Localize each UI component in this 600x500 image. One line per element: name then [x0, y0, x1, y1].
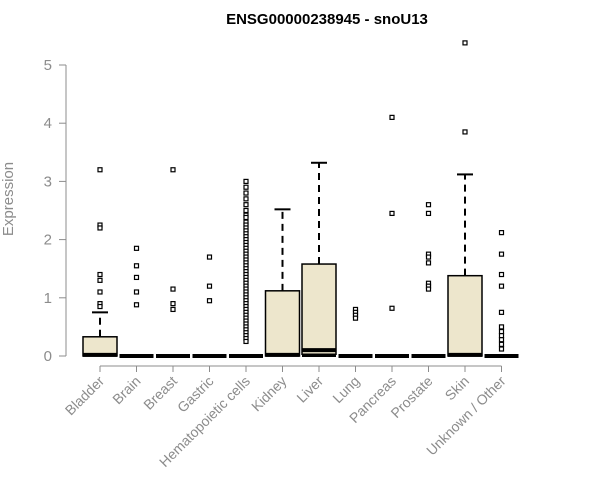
outlier-point — [243, 338, 249, 345]
outlier-point — [133, 274, 140, 281]
y-tick-label: 4 — [44, 115, 52, 132]
outlier-point — [425, 210, 432, 217]
outlier-point — [206, 283, 213, 289]
y-axis-label: Expression — [0, 162, 17, 236]
outlier-point — [462, 129, 468, 135]
box-brain — [119, 245, 154, 358]
outlier-point — [389, 114, 395, 120]
y-axis: 0 1 2 3 4 5 — [44, 57, 67, 365]
box-unknown-other — [484, 230, 519, 358]
outlier-point — [425, 260, 432, 266]
outlier-point — [498, 283, 505, 289]
outlier-point — [97, 277, 103, 283]
y-tick-label: 3 — [44, 173, 52, 190]
outlier-point — [243, 190, 249, 196]
box-prostate — [411, 202, 446, 358]
x-tick-label: Kidney — [248, 373, 290, 415]
outlier-point — [498, 309, 505, 315]
outlier-point — [243, 184, 249, 190]
outlier-point — [97, 289, 103, 295]
outlier-point — [243, 207, 249, 214]
outlier-point — [206, 254, 213, 260]
chart-title: ENSG00000238945 - snoU13 — [226, 11, 428, 28]
outlier-point — [170, 301, 176, 307]
outlier-point — [498, 337, 505, 343]
box-hematopoietic-cells — [229, 178, 263, 358]
outlier-point — [425, 254, 432, 260]
box-liver — [301, 161, 337, 357]
outlier-point — [97, 225, 103, 231]
outlier-point — [498, 251, 505, 257]
outlier-point — [97, 271, 103, 278]
outlier-point — [133, 302, 140, 308]
outlier-point — [498, 346, 505, 352]
outlier-point — [243, 202, 249, 208]
outlier-point — [498, 230, 505, 236]
y-tick-label: 0 — [44, 348, 52, 365]
box-skin — [447, 40, 483, 357]
outlier-point — [425, 286, 432, 292]
outlier-point — [243, 178, 249, 184]
outlier-point — [97, 167, 103, 173]
x-tick-label: Brain — [109, 373, 143, 407]
outlier-point — [170, 286, 176, 292]
y-tick-label: 1 — [44, 290, 52, 307]
outlier-point — [498, 271, 505, 278]
x-tick-label: Bladder — [62, 373, 108, 419]
outlier-point — [97, 303, 103, 310]
box-breast — [156, 167, 190, 358]
box-rect — [264, 290, 301, 357]
outlier-point — [243, 214, 249, 221]
x-tick-label: Liver — [293, 373, 326, 406]
box-lung — [338, 306, 373, 358]
outlier-point — [133, 289, 140, 295]
box-rect — [301, 263, 337, 356]
y-tick-label: 2 — [44, 232, 52, 249]
outlier-point — [133, 245, 140, 251]
box-kidney — [264, 208, 301, 357]
outlier-point — [206, 298, 213, 304]
outlier-point — [389, 210, 395, 217]
outlier-point — [498, 341, 505, 347]
outlier-point — [498, 324, 505, 330]
outlier-point — [170, 167, 176, 173]
outlier-point — [498, 333, 505, 339]
outlier-point — [170, 306, 176, 313]
box-bladder — [82, 167, 118, 357]
box-pancreas — [375, 114, 409, 358]
outlier-point — [243, 196, 249, 202]
box-series — [82, 40, 519, 358]
box-rect — [447, 274, 483, 357]
outlier-point — [389, 305, 395, 311]
outlier-point — [425, 202, 432, 208]
x-tick-label: Breast — [140, 373, 180, 413]
outlier-point — [462, 40, 468, 46]
x-tick-label: Skin — [442, 373, 473, 404]
outlier-point — [352, 315, 359, 321]
outlier-point — [133, 263, 140, 269]
outlier-point — [498, 328, 505, 335]
box-gastric — [192, 254, 227, 358]
x-tick-label: Lung — [329, 373, 362, 406]
y-tick-label: 5 — [44, 57, 52, 74]
